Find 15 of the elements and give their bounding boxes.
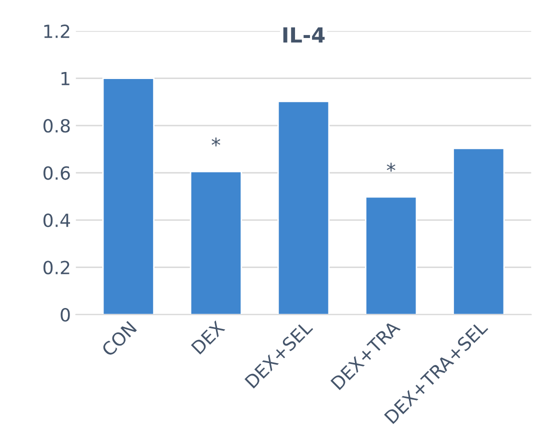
chart-title: IL-4 bbox=[283, 27, 325, 43]
bar bbox=[190, 170, 242, 315]
bar bbox=[102, 78, 154, 315]
y-tick-label: 1 bbox=[62, 72, 70, 86]
y-tick-label: 1.2 bbox=[44, 24, 70, 38]
bar bbox=[277, 100, 330, 315]
y-tick-label: 0.4 bbox=[43, 213, 70, 228]
annotation: * bbox=[212, 138, 220, 146]
y-tick-label: 0.6 bbox=[43, 166, 70, 180]
bar bbox=[452, 148, 505, 315]
y-tick-label: 0 bbox=[60, 308, 70, 322]
y-tick-label: 0.8 bbox=[43, 118, 70, 133]
bar bbox=[364, 196, 418, 315]
y-tick-label: 0.2 bbox=[43, 260, 70, 274]
annotation: * bbox=[386, 162, 396, 172]
